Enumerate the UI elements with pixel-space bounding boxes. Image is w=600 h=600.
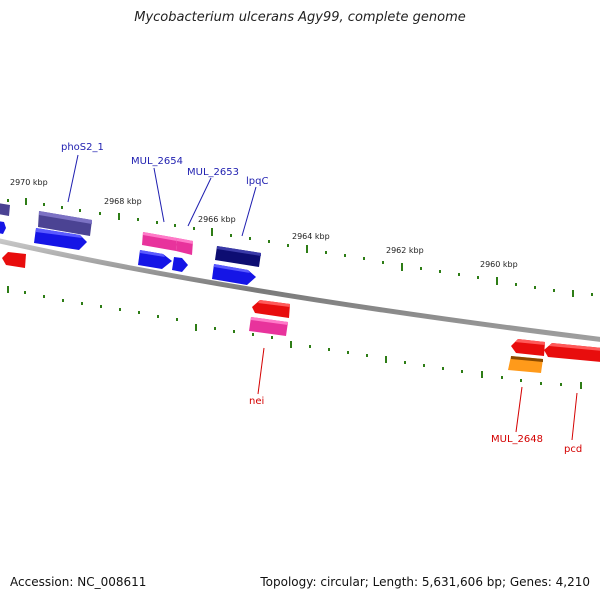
genome-summary-text: Topology: circular; Length: 5,631,606 bp…: [260, 575, 590, 589]
gene-red-left-small[interactable]: [2, 252, 26, 268]
gene-MUL_2648-orange[interactable]: [508, 356, 543, 373]
kbp-label-2970: 2970 kbp: [10, 178, 48, 187]
upper-tick-track: [7, 198, 593, 297]
accession-text: Accession: NC_008611: [10, 575, 147, 589]
gene-MUL_2654-blue[interactable]: [138, 250, 188, 272]
leader-line-lpqC: [241, 186, 257, 237]
kbp-label-2964: 2964 kbp: [292, 232, 330, 241]
gene-label-pcd[interactable]: pcd: [564, 444, 582, 455]
gene-lpqC-blue[interactable]: [212, 264, 256, 285]
gene-lpqC-navy[interactable]: [215, 246, 261, 267]
gene-phoS2_1-purple[interactable]: [38, 211, 92, 236]
gene-partial-left-purple[interactable]: [0, 203, 10, 216]
kbp-label-2960: 2960 kbp: [480, 260, 518, 269]
leader-line-nei: [257, 347, 265, 395]
kbp-label-2966: 2966 kbp: [198, 215, 236, 224]
gene-nei-red[interactable]: [252, 300, 290, 318]
map-title: Mycobacterium ulcerans Agy99, complete g…: [134, 10, 466, 25]
gene-label-MUL_2653[interactable]: MUL_2653: [187, 167, 239, 178]
gene-label-phoS2_1[interactable]: phoS2_1: [61, 142, 104, 153]
gene-phoS2_1-blue[interactable]: [34, 228, 87, 250]
gene-MUL_2648-red[interactable]: [511, 339, 545, 356]
gene-partial-left-blue[interactable]: [0, 221, 6, 234]
gene-MUL_2654-pink[interactable]: [142, 232, 193, 255]
leader-line-pcd: [571, 392, 578, 441]
leader-line-phoS2: [67, 154, 79, 203]
gene-pcd-red[interactable]: [544, 343, 600, 362]
lower-tick-track: [7, 286, 582, 389]
gene-label-nei[interactable]: nei: [249, 396, 264, 407]
leader-line-MUL2653: [187, 177, 212, 227]
leader-line-MUL2648: [515, 386, 523, 433]
kbp-label-2968: 2968 kbp: [104, 197, 142, 206]
gene-nei-pink[interactable]: [249, 317, 288, 336]
gene-label-MUL_2648[interactable]: MUL_2648: [491, 434, 543, 445]
leader-line-MUL2654: [153, 167, 165, 223]
genome-backbone: [0, 238, 600, 342]
kbp-label-2962: 2962 kbp: [386, 246, 424, 255]
gene-label-lpqC[interactable]: lpqC: [246, 176, 268, 187]
gene-label-MUL_2654[interactable]: MUL_2654: [131, 156, 183, 167]
